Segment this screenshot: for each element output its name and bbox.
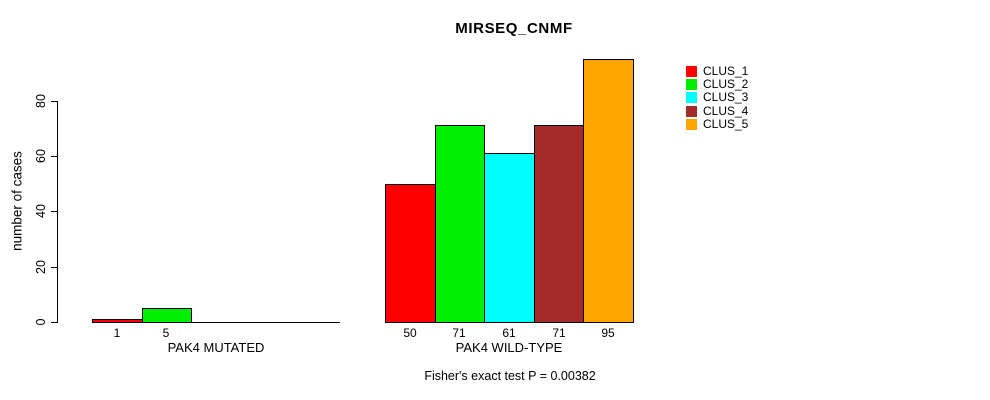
bar-clus_5 <box>583 59 634 323</box>
y-tick <box>51 322 58 323</box>
x-axis-baseline <box>92 322 340 323</box>
bar-value-label: 71 <box>552 326 566 340</box>
bar-value-label: 61 <box>502 326 516 340</box>
y-tick-label: 40 <box>34 204 48 218</box>
legend-swatch-clus_2 <box>686 79 697 90</box>
y-tick-label: 20 <box>34 260 48 274</box>
legend-item-clus_4: CLUS_4 <box>686 104 749 118</box>
legend-swatch-clus_5 <box>686 119 697 130</box>
y-tick <box>51 101 58 102</box>
bar-value-label: 71 <box>452 326 466 340</box>
legend-item-clus_5: CLUS_5 <box>686 117 749 131</box>
legend-swatch-clus_3 <box>686 92 697 103</box>
y-tick <box>51 211 58 212</box>
legend-label: CLUS_2 <box>703 77 749 91</box>
group-label-mutated: PAK4 MUTATED <box>167 340 265 355</box>
bar-clus_4 <box>534 125 584 323</box>
legend-swatch-clus_4 <box>686 106 697 117</box>
y-tick-label: 60 <box>34 149 48 163</box>
legend-label: CLUS_5 <box>703 117 749 131</box>
y-axis-line <box>57 101 58 323</box>
legend-label: CLUS_4 <box>703 104 749 118</box>
y-axis-label: number of cases <box>9 151 25 251</box>
bar-value-label: 50 <box>403 326 417 340</box>
legend-item-clus_2: CLUS_2 <box>686 77 749 91</box>
y-tick <box>51 267 58 268</box>
legend-swatch-clus_1 <box>686 66 697 77</box>
legend-item-clus_3: CLUS_3 <box>686 90 749 104</box>
bar-value-label: 5 <box>162 326 170 340</box>
legend-label: CLUS_3 <box>703 90 749 104</box>
fisher-test-annotation: Fisher's exact test P = 0.00382 <box>424 369 596 383</box>
bar-clus_2 <box>142 308 192 323</box>
y-tick-label: 0 <box>34 318 48 326</box>
group-label-wild-type: PAK4 WILD-TYPE <box>455 340 563 355</box>
legend-label: CLUS_1 <box>703 64 749 78</box>
bar-clus_1 <box>92 319 143 323</box>
y-tick-label: 80 <box>34 94 48 108</box>
bar-value-label: 1 <box>113 326 121 340</box>
bar-clus_2 <box>435 125 485 323</box>
legend-item-clus_1: CLUS_1 <box>686 64 749 78</box>
bar-clus_1 <box>385 184 436 323</box>
chart-title: MIRSEQ_CNMF <box>455 20 573 37</box>
bar-value-label: 95 <box>601 326 615 340</box>
y-tick <box>51 156 58 157</box>
bar-clus_3 <box>484 153 535 323</box>
